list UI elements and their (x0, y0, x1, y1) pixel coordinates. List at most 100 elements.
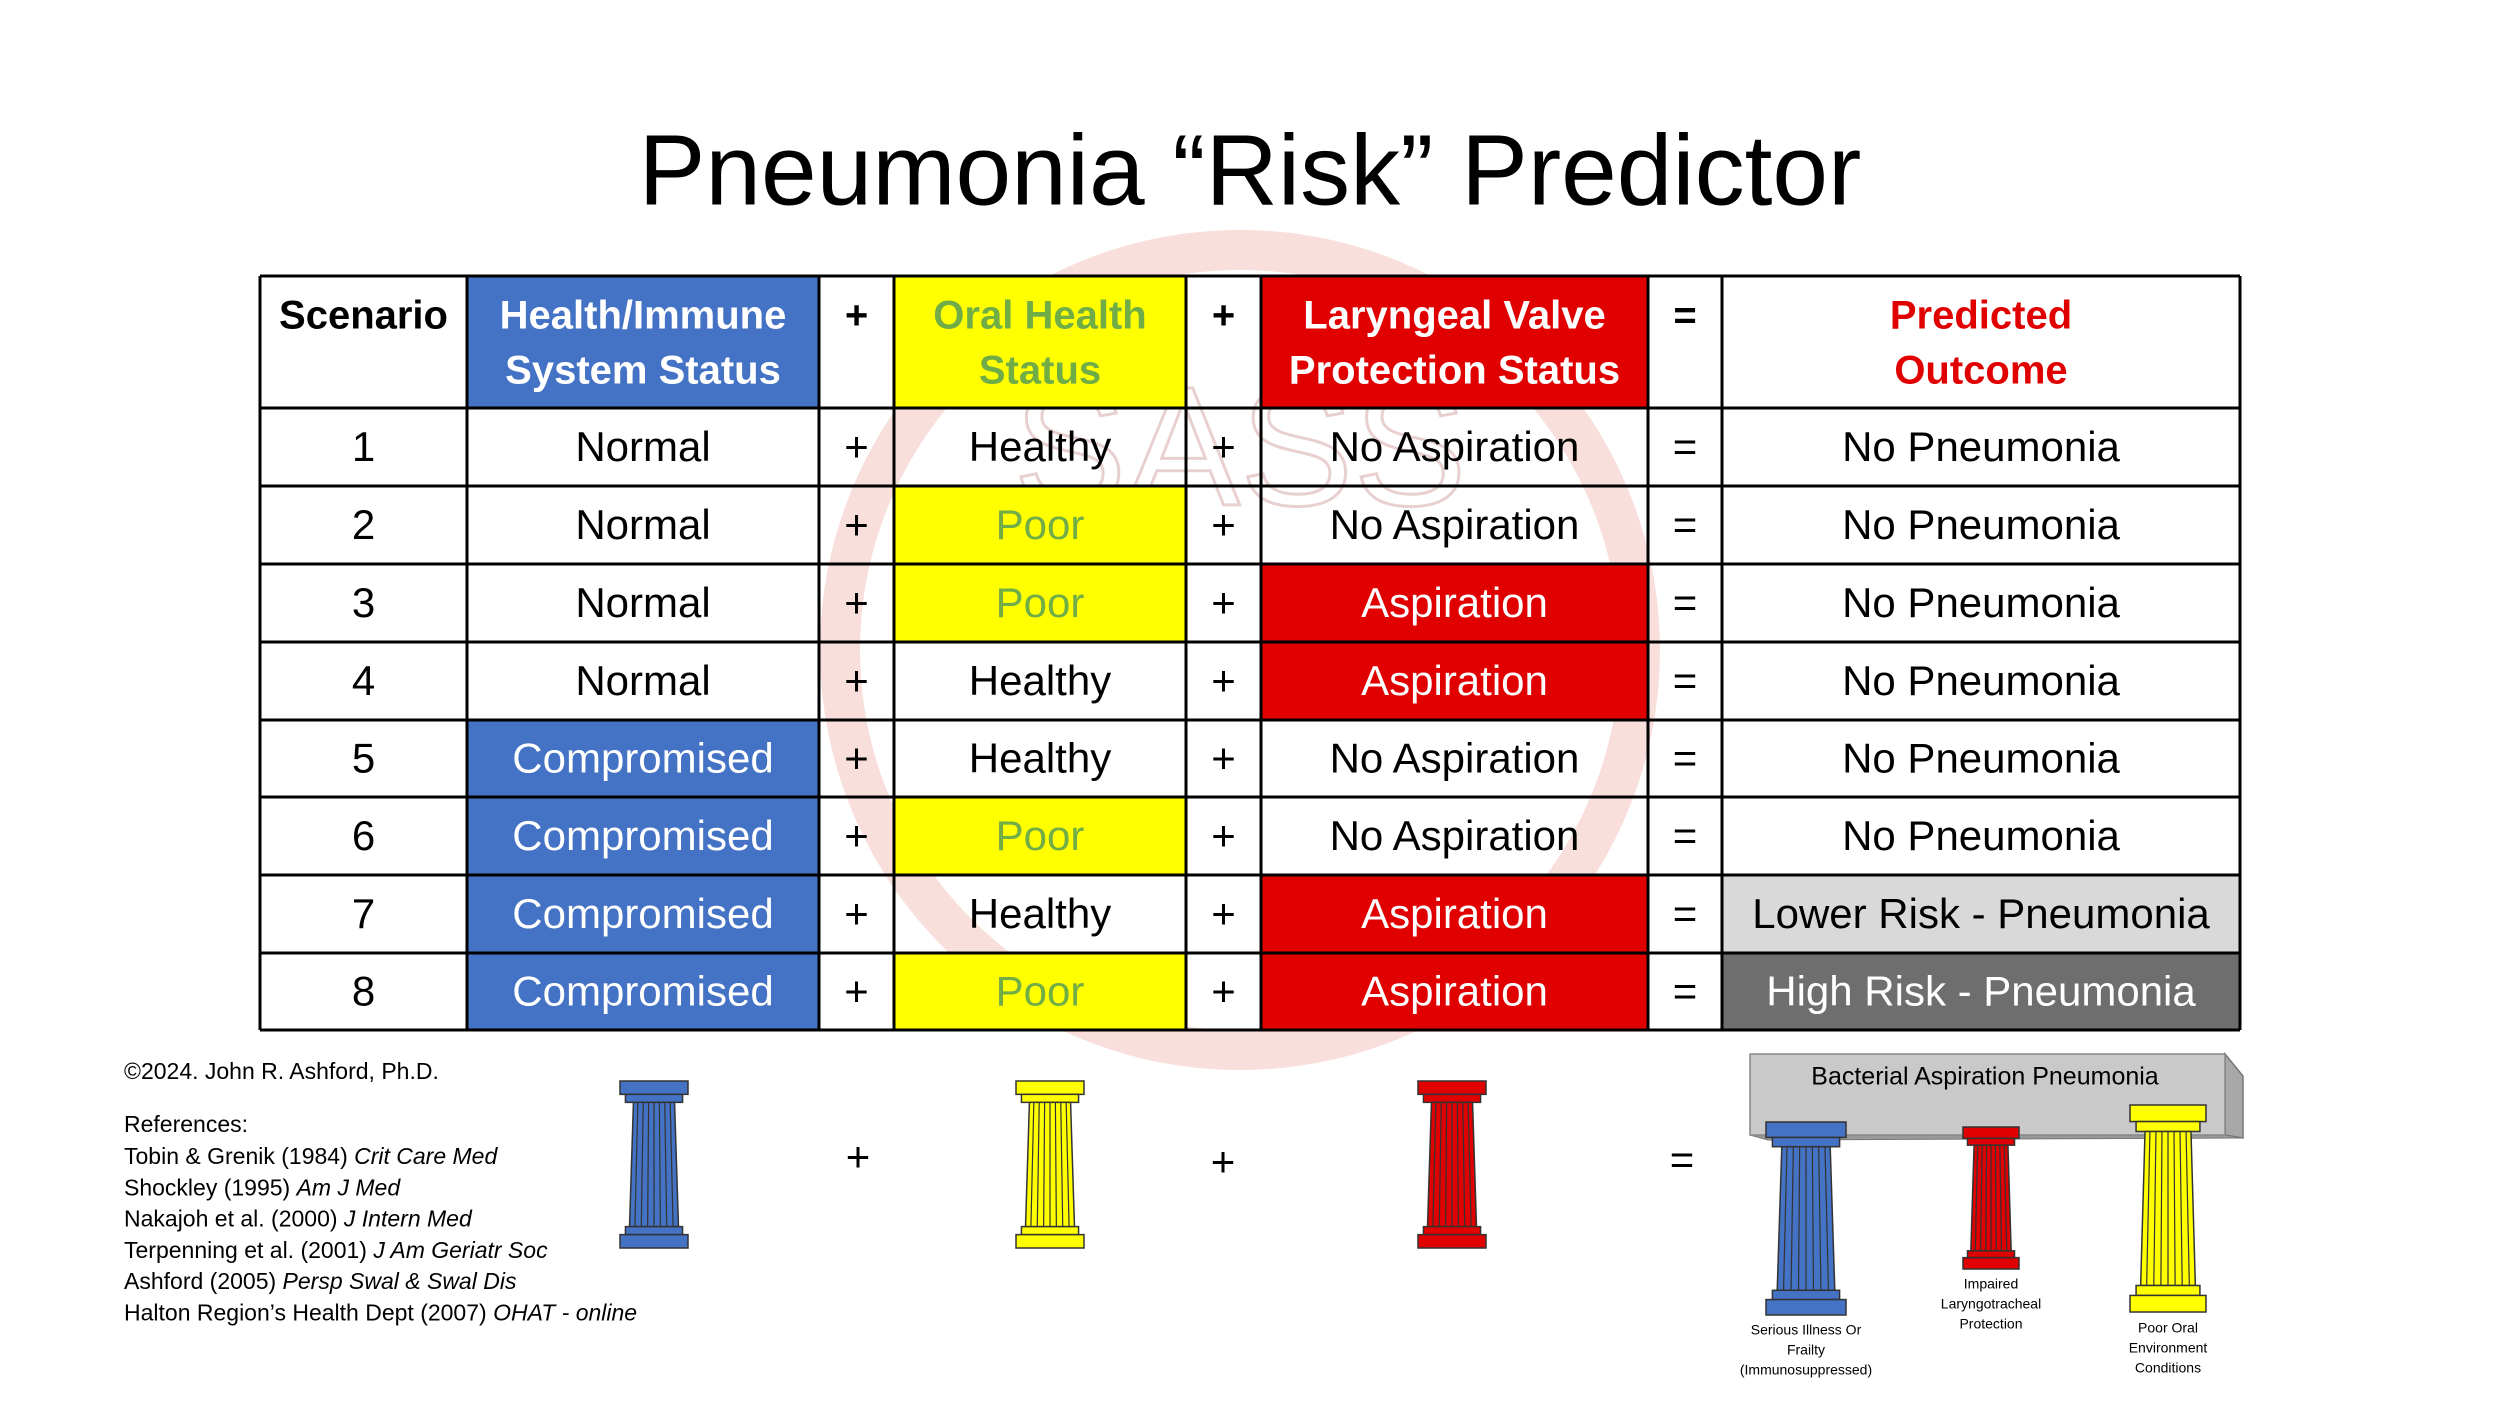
cell-text: = (1673, 890, 1698, 937)
pillar-flute (1036, 1102, 1040, 1227)
reference: Halton Region’s Health Dept (2007) OHAT … (124, 1300, 637, 1326)
pillar-flute (1824, 1146, 1830, 1291)
cell-text: No Aspiration (1330, 501, 1580, 548)
pillar-flute (1811, 1146, 1815, 1291)
table-cell (1722, 953, 2240, 1030)
cell-text: 5 (352, 735, 375, 782)
cell-text: + (844, 501, 869, 548)
pillar-capital (1966, 1137, 2016, 1146)
cell-text: Compromised (512, 735, 773, 782)
header-text: Laryngeal Valve (1303, 294, 1605, 338)
cell-text: + (1211, 735, 1236, 782)
cell-text: No Pneumonia (1842, 735, 2120, 782)
cell-text: Healthy (969, 423, 1111, 470)
pillar-flute (669, 1102, 674, 1227)
pillar-flute (2003, 1145, 2008, 1251)
cell-text: 6 (352, 812, 375, 859)
pillar-label: Laryngotracheal (1941, 1296, 2041, 1312)
table-cell (467, 720, 819, 797)
header-text: Health/Immune (500, 294, 787, 338)
pillar-label: Protection (1959, 1316, 2022, 1332)
pillar-flute (1456, 1102, 1459, 1227)
pillar-base (1765, 1298, 1847, 1316)
reference: Terpenning et al. (2001) J Am Geriatr So… (124, 1237, 548, 1263)
reference: Nakajoh et al. (2000) J Intern Med (124, 1206, 473, 1232)
pillar-flute (1462, 1102, 1466, 1227)
pillar-capital (2129, 1104, 2207, 1123)
reference-authors: Halton Region’s Health Dept (2007) (124, 1300, 487, 1326)
pillar-base (2129, 1294, 2207, 1313)
pillar-flute (647, 1102, 650, 1227)
pillar-flute (1985, 1145, 1988, 1251)
cell-text: + (844, 890, 869, 937)
pillar-flute (1065, 1102, 1070, 1227)
cell-text: Poor (996, 579, 1085, 626)
cell-text: = (1673, 968, 1698, 1015)
pillar-base (1020, 1225, 1080, 1236)
cell-text: No Aspiration (1330, 423, 1580, 470)
pillar-capital (1020, 1093, 1080, 1104)
header-text: System Status (505, 349, 781, 393)
cell-text: No Pneumonia (1842, 579, 2120, 626)
table-cell (1261, 564, 1648, 642)
reference-source: J Intern Med (343, 1206, 473, 1232)
cell-text: Poor (996, 501, 1085, 548)
cell-text: + (844, 657, 869, 704)
cell-text: High Risk - Pneumonia (1766, 968, 2196, 1015)
cell-text: Healthy (969, 890, 1111, 937)
pillar-base (2135, 1284, 2201, 1297)
pillar-capital (1962, 1126, 2020, 1140)
pillar (1417, 1080, 1487, 1249)
pillar-flute (1797, 1146, 1801, 1291)
reference-authors: Terpenning et al. (2001) (124, 1237, 367, 1263)
table-cell (1722, 875, 2240, 953)
header-text: Outcome (1894, 349, 2067, 393)
header-text: = (1673, 294, 1696, 338)
pillar (2129, 1104, 2207, 1313)
cell-text: = (1673, 579, 1698, 626)
pillar-base (624, 1225, 684, 1236)
cell-text: + (1211, 812, 1236, 859)
cell-text: No Pneumonia (1842, 423, 2120, 470)
pillar-flute (664, 1102, 668, 1227)
header-cell (894, 276, 1186, 408)
cell-text: + (1211, 579, 1236, 626)
pillar-flute (1999, 1145, 2003, 1251)
header-text: + (845, 294, 868, 338)
cell-text: No Pneumonia (1842, 657, 2120, 704)
cell-text: No Pneumonia (1842, 812, 2120, 859)
cell-text: + (844, 579, 869, 626)
reference: Shockley (1995) Am J Med (124, 1174, 401, 1200)
pillar-capital (1765, 1121, 1847, 1139)
pillar-flute (2160, 1131, 2163, 1286)
reference-authors: Nakajoh et al. (2000) (124, 1206, 338, 1232)
copyright: ©2024. John R. Ashford, Ph.D. (124, 1058, 439, 1084)
table-cell (894, 486, 1186, 564)
table-cell (467, 797, 819, 875)
reference-authors: Shockley (1995) (124, 1174, 290, 1200)
pillar-capital (1417, 1080, 1487, 1096)
cell-text: + (1211, 890, 1236, 937)
cell-text: No Aspiration (1330, 812, 1580, 859)
pillar-flute (2146, 1131, 2151, 1286)
pillar-flute (1438, 1102, 1442, 1227)
table-cell (1261, 642, 1648, 720)
pillar-flute (1054, 1102, 1057, 1227)
cell-text: Normal (575, 657, 710, 704)
pillar-flute (2185, 1131, 2190, 1286)
pillar-flute (2179, 1131, 2183, 1286)
header-text: Predicted (1890, 294, 2072, 338)
pillar-flute (2153, 1131, 2157, 1286)
pillar-capital (624, 1093, 684, 1104)
beam-label: Bacterial Aspiration Pneumonia (1811, 1063, 2159, 1091)
cell-text: + (844, 735, 869, 782)
cell-text: Compromised (512, 812, 773, 859)
reference-source: J Am Geriatr Soc (372, 1237, 548, 1263)
pillar-base (1966, 1250, 2016, 1259)
table-cell (894, 564, 1186, 642)
title: Pneumonia “Risk” Predictor (639, 114, 1862, 226)
references-title: References: (124, 1111, 248, 1137)
table-cell (1261, 875, 1648, 953)
header-text: + (1212, 294, 1235, 338)
